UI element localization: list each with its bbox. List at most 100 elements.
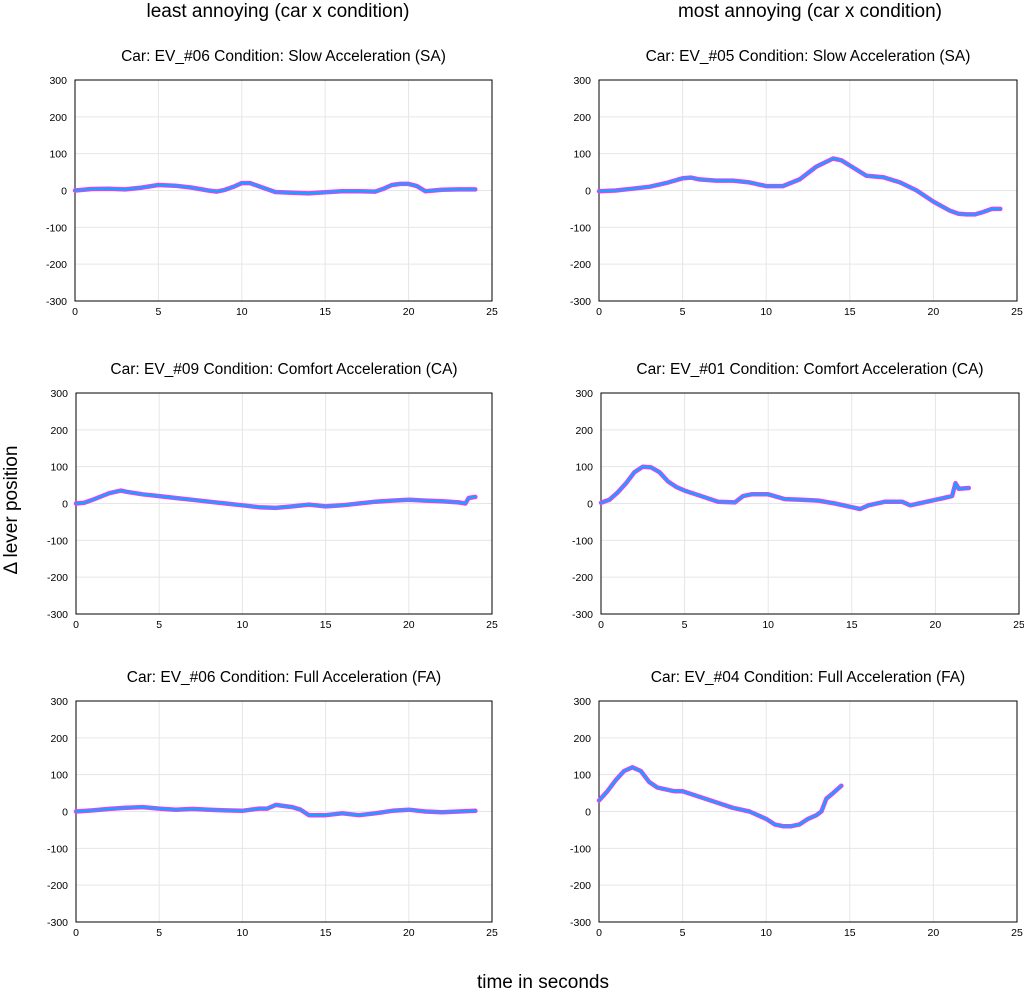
- chart-panel-2: Car: EV_#05 Condition: Slow Acceleration…: [570, 48, 1023, 318]
- y-tick-label: 0: [61, 186, 67, 198]
- x-tick-label: 5: [680, 927, 686, 939]
- y-tick-label: -200: [570, 880, 591, 892]
- series-line: [74, 489, 477, 510]
- series-line-halo: [598, 464, 972, 512]
- y-axis-label: Δ lever position: [1, 446, 22, 575]
- y-tick-label: 300: [50, 388, 68, 400]
- panel-title: Car: EV_#09 Condition: Comfort Accelerat…: [110, 361, 457, 378]
- x-tick-label: 0: [73, 619, 79, 631]
- series-line: [597, 157, 1002, 216]
- series-line-halo: [596, 765, 844, 829]
- column-title-most: most annoying (car x condition): [678, 1, 942, 22]
- x-tick-label: 0: [72, 306, 78, 318]
- y-tick-label: -100: [570, 843, 591, 855]
- chart-panel-1: Car: EV_#06 Condition: Slow Acceleration…: [46, 48, 498, 318]
- y-tick-label: 300: [575, 388, 593, 400]
- y-tick-label: -200: [47, 572, 68, 584]
- y-tick-label: -300: [47, 917, 68, 929]
- x-tick-label: 5: [156, 619, 162, 631]
- y-tick-label: 100: [50, 462, 68, 474]
- x-tick-label: 10: [760, 927, 772, 939]
- x-tick-label: 15: [846, 619, 858, 631]
- series-line: [74, 803, 477, 817]
- x-tick-label: 20: [403, 306, 415, 318]
- y-tick-label: -200: [570, 259, 591, 271]
- y-tick-label: -100: [47, 535, 68, 547]
- y-tick-label: 100: [573, 149, 591, 161]
- y-tick-label: 0: [62, 807, 68, 819]
- chart-panel-4: Car: EV_#01 Condition: Comfort Accelerat…: [572, 361, 1024, 631]
- panel-title: Car: EV_#06 Condition: Full Acceleration…: [127, 669, 441, 686]
- y-tick-label: -200: [46, 259, 67, 271]
- y-tick-label: 200: [575, 425, 593, 437]
- series-line: [597, 765, 843, 828]
- y-tick-label: -200: [47, 880, 68, 892]
- y-tick-label: -100: [46, 222, 67, 234]
- y-tick-label: -300: [46, 296, 67, 308]
- chart-panel-5: Car: EV_#06 Condition: Full Acceleration…: [47, 669, 498, 939]
- y-tick-label: 300: [573, 75, 591, 87]
- x-tick-label: 25: [1011, 927, 1023, 939]
- series-line: [73, 181, 477, 195]
- y-tick-label: 200: [49, 112, 67, 124]
- x-tick-label: 10: [237, 619, 249, 631]
- y-tick-label: -300: [47, 609, 68, 621]
- x-tick-label: 0: [73, 927, 79, 939]
- y-tick-label: 0: [585, 807, 591, 819]
- column-title-least: least annoying (car x condition): [147, 1, 410, 22]
- panel-title: Car: EV_#04 Condition: Full Acceleration…: [651, 669, 965, 686]
- x-tick-label: 10: [236, 306, 248, 318]
- y-tick-label: 200: [573, 733, 591, 745]
- x-tick-label: 20: [928, 927, 940, 939]
- y-tick-label: 200: [50, 733, 68, 745]
- x-tick-label: 15: [844, 306, 856, 318]
- y-tick-label: 100: [50, 770, 68, 782]
- x-tick-label: 25: [486, 619, 498, 631]
- x-tick-label: 15: [320, 619, 332, 631]
- y-tick-label: 300: [573, 696, 591, 708]
- x-tick-label: 25: [486, 927, 498, 939]
- x-tick-label: 20: [930, 619, 942, 631]
- y-tick-label: 0: [585, 186, 591, 198]
- x-tick-label: 15: [319, 306, 331, 318]
- y-tick-label: -100: [572, 535, 593, 547]
- plot-frame: [598, 700, 1018, 923]
- x-tick-label: 10: [762, 619, 774, 631]
- x-tick-label: 5: [156, 927, 162, 939]
- x-tick-label: 25: [1013, 619, 1024, 631]
- x-tick-label: 20: [403, 619, 415, 631]
- y-tick-label: 0: [587, 499, 593, 511]
- x-tick-label: 20: [928, 306, 940, 318]
- y-tick-label: 100: [573, 770, 591, 782]
- chart-panel-6: Car: EV_#04 Condition: Full Acceleration…: [570, 669, 1023, 939]
- y-tick-label: -200: [572, 572, 593, 584]
- y-tick-label: 200: [573, 112, 591, 124]
- y-tick-label: 100: [49, 149, 67, 161]
- chart-panel-3: Car: EV_#09 Condition: Comfort Accelerat…: [47, 361, 498, 631]
- x-tick-label: 0: [598, 619, 604, 631]
- x-tick-label: 5: [682, 619, 688, 631]
- x-tick-label: 0: [596, 927, 602, 939]
- x-tick-label: 10: [237, 927, 249, 939]
- panel-title: Car: EV_#06 Condition: Slow Acceleration…: [121, 48, 446, 65]
- y-tick-label: 300: [50, 696, 68, 708]
- y-tick-label: -300: [572, 609, 593, 621]
- y-tick-label: -100: [570, 222, 591, 234]
- series-line: [599, 465, 971, 511]
- y-tick-label: -100: [47, 843, 68, 855]
- x-tick-label: 25: [1011, 306, 1023, 318]
- y-tick-label: 300: [49, 75, 67, 87]
- x-tick-label: 0: [596, 306, 602, 318]
- y-tick-label: 0: [62, 499, 68, 511]
- x-tick-label: 5: [680, 306, 686, 318]
- y-tick-label: 200: [50, 425, 68, 437]
- x-tick-label: 20: [403, 927, 415, 939]
- x-tick-label: 15: [844, 927, 856, 939]
- y-tick-label: 100: [575, 462, 593, 474]
- y-tick-label: -300: [570, 917, 591, 929]
- panel-grid: Car: EV_#06 Condition: Slow Acceleration…: [46, 48, 1024, 939]
- x-tick-label: 15: [320, 927, 332, 939]
- x-axis-label: time in seconds: [477, 972, 609, 992]
- x-tick-label: 25: [486, 306, 498, 318]
